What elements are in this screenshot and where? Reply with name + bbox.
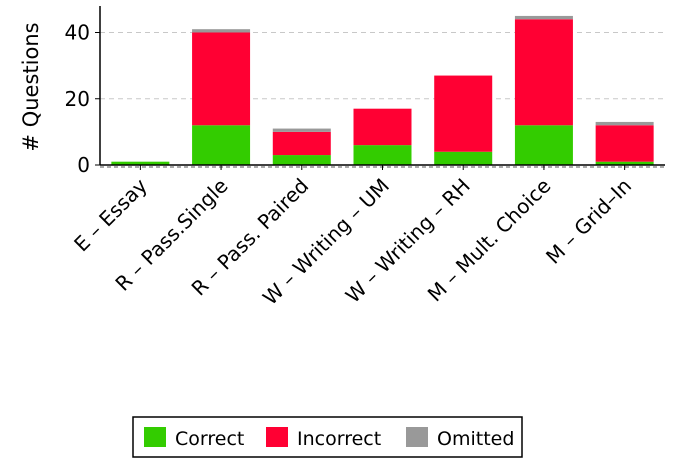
y-tick-label: 20 — [65, 87, 90, 111]
legend-label: Correct — [175, 428, 244, 450]
bar-incorrect-1 — [192, 32, 251, 126]
bar-incorrect-3 — [353, 108, 412, 146]
legend-box — [132, 416, 523, 458]
bar-incorrect-5 — [514, 19, 573, 126]
bar-incorrect-4 — [434, 75, 493, 152]
bar-correct-3 — [353, 145, 412, 165]
bars-layer — [111, 15, 654, 165]
x-tick-label: E – Essay — [69, 173, 152, 256]
bar-correct-5 — [514, 125, 573, 165]
bar-correct-0 — [111, 161, 170, 165]
bar-correct-4 — [434, 151, 493, 165]
bar-incorrect-2 — [272, 131, 331, 156]
y-tick-label: 40 — [65, 21, 90, 45]
y-tick-label: 0 — [77, 153, 90, 177]
legend-swatch — [406, 427, 428, 447]
bar-correct-1 — [192, 125, 251, 165]
legend-item-incorrect: Incorrect — [266, 427, 381, 450]
bar-omitted-6 — [595, 121, 654, 126]
bar-omitted-2 — [272, 128, 331, 132]
y-axis-label: # Questions — [19, 22, 43, 151]
legend-label: Incorrect — [297, 428, 381, 450]
bar-incorrect-6 — [595, 125, 654, 162]
x-tick-label: M – Grid–In — [541, 174, 636, 269]
bar-correct-6 — [595, 161, 654, 165]
bar-omitted-1 — [192, 29, 251, 33]
bar-correct-2 — [272, 155, 331, 165]
legend-label: Omitted — [437, 428, 514, 450]
bar-omitted-5 — [514, 15, 573, 20]
legend-swatch — [266, 427, 288, 447]
legend-item-correct: Correct — [144, 427, 244, 450]
legend: Correct Incorrect Omitted — [132, 416, 523, 458]
legend-swatch — [144, 427, 166, 447]
legend-item-omitted: Omitted — [406, 427, 514, 450]
